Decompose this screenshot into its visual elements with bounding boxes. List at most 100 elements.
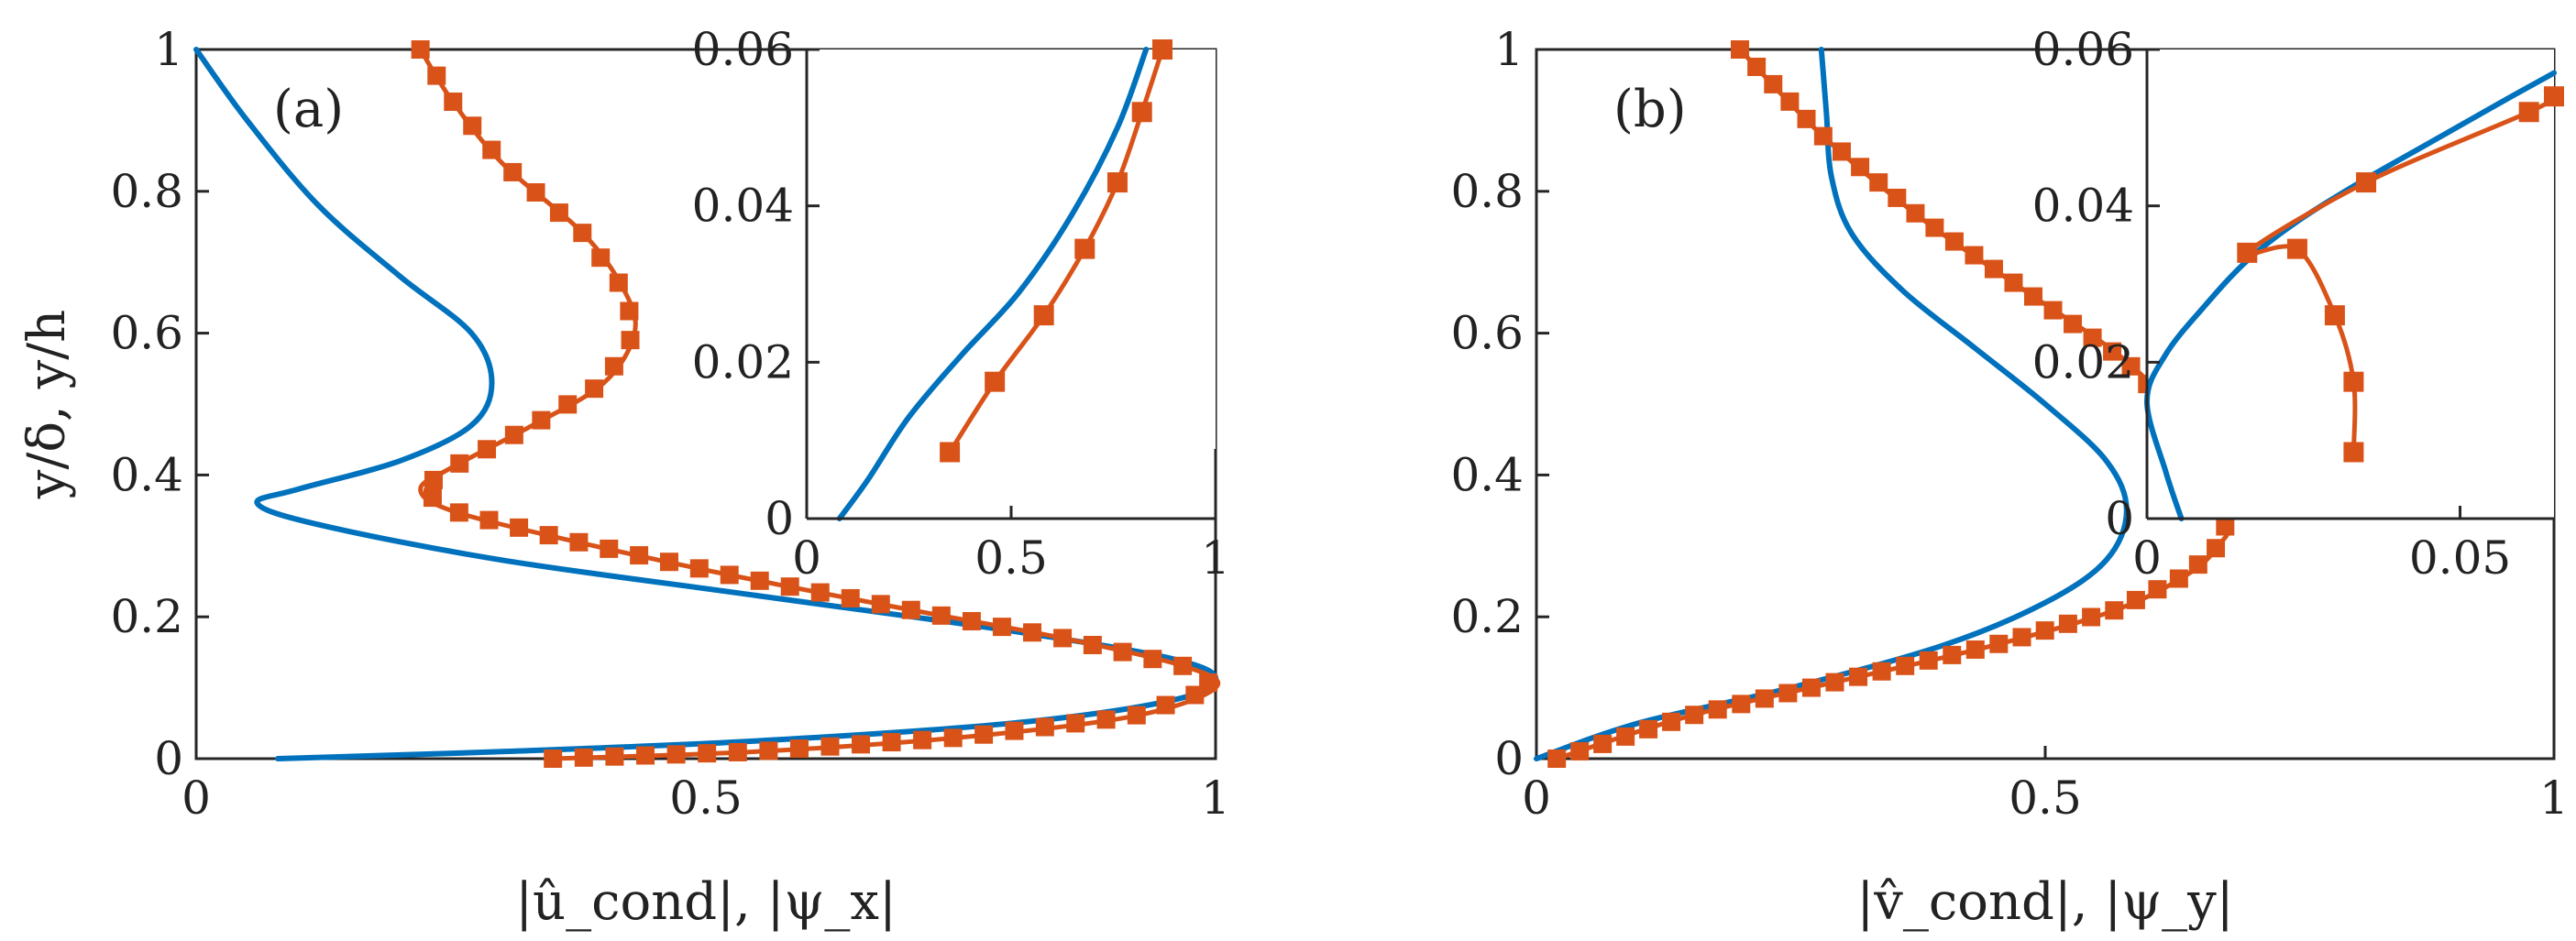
panel-a-data-marker bbox=[558, 395, 578, 414]
panel-a-inset-data-marker bbox=[1131, 102, 1152, 123]
panel-b-data-marker bbox=[1872, 662, 1891, 681]
panel-a-data-marker bbox=[931, 606, 951, 625]
panel-b-y-tick-label: 0.4 bbox=[1450, 448, 1524, 501]
panel-a-y-tick-label: 0.6 bbox=[110, 307, 183, 360]
panel-b-inset-data-marker bbox=[2544, 86, 2564, 107]
panel-a-data-marker bbox=[1023, 623, 1042, 642]
panel-b-series bbox=[1534, 40, 2235, 768]
panel-a-inset-series-blue-line bbox=[836, 47, 1150, 521]
panel-a-inset-data-marker bbox=[940, 442, 961, 463]
panel-b-data-marker bbox=[2012, 628, 2031, 647]
panel-b-data-marker bbox=[1778, 684, 1798, 703]
panel-a-data-marker bbox=[1143, 650, 1162, 669]
panel-b-data-marker bbox=[1616, 727, 1635, 746]
panel-a-x-ticks: 0 0.5 1 bbox=[182, 746, 1230, 825]
panel-a-data-marker bbox=[1053, 629, 1073, 648]
panel-b-y-tick-label: 0.6 bbox=[1450, 307, 1524, 360]
panel-a-data-marker bbox=[1005, 721, 1024, 740]
panel-b-data-marker bbox=[1851, 158, 1870, 177]
panel-b-y-ticks: 0 0.2 0.4 0.6 0.8 1 bbox=[1450, 23, 1549, 785]
panel-a-data-marker bbox=[780, 577, 799, 596]
panel-b-data-marker bbox=[1732, 695, 1751, 714]
panel-a-series bbox=[193, 40, 1221, 768]
panel-a-data-marker bbox=[1113, 642, 1132, 662]
panel-a-inset-x-tick-label: 0.5 bbox=[974, 531, 1048, 585]
panel-b-data-marker bbox=[2207, 539, 2226, 558]
panel-a-inset-data-marker bbox=[1152, 39, 1173, 60]
panel-a-data-marker bbox=[1156, 695, 1175, 715]
panel-a-inset-data-marker bbox=[985, 371, 1006, 392]
panel-a-y-label: y/δ, y/h bbox=[17, 310, 77, 499]
panel-a-data-marker bbox=[424, 470, 443, 489]
panel-a-data-marker bbox=[1173, 656, 1193, 675]
panel-a-inset-x-ticks: 0 0.5 1 bbox=[792, 506, 1230, 585]
panel-b-data-marker bbox=[1849, 667, 1868, 686]
panel-b-data-marker bbox=[1965, 246, 1984, 265]
panel-a-data-marker bbox=[600, 539, 619, 558]
panel-b-inset-x-tick-label: 0 bbox=[2132, 531, 2162, 585]
panel-b-inset-data-marker bbox=[2518, 102, 2539, 123]
panel-b-data-marker bbox=[1989, 634, 2009, 653]
panel-b-x-ticks: 0 0.5 1 bbox=[1522, 746, 2569, 825]
panel-a-y-ticks: 0 0.2 0.4 0.6 0.8 1 bbox=[110, 23, 209, 785]
panel-b-x-label: |v̂_cond|, |ψ_y| bbox=[1856, 872, 2233, 932]
panel-a-data-marker bbox=[620, 301, 639, 321]
panel-b-inset-y-tick-label: 0 bbox=[2105, 492, 2134, 545]
panel-a-inset-y-tick-label: 0.02 bbox=[692, 335, 794, 388]
panel-b-data-marker bbox=[1593, 734, 1613, 753]
panel-b-data-marker bbox=[2043, 301, 2063, 320]
panel-b-inset-bg bbox=[2147, 49, 2554, 519]
panel-b-tag: (b) bbox=[1613, 80, 1687, 139]
panel-b-inset-data-marker bbox=[2324, 305, 2345, 326]
panel-a-inset-y-tick-label: 0.06 bbox=[692, 23, 794, 76]
panel-b-inset-data-marker bbox=[2343, 442, 2364, 463]
panel-a-data-marker bbox=[820, 737, 840, 756]
panel-b-data-marker bbox=[1944, 232, 1964, 251]
panel-b-data-marker bbox=[1869, 173, 1888, 192]
panel-b-data-marker bbox=[2148, 580, 2167, 599]
panel-a-inset-y-tick-label: 0 bbox=[765, 492, 794, 545]
panel-b-data-marker bbox=[1570, 741, 1590, 760]
panel-b-x-tick-label: 0 bbox=[1522, 771, 1551, 825]
panel-b-series-blue-line bbox=[1534, 47, 2130, 761]
panel-a-data-marker bbox=[962, 611, 981, 630]
panel-a-data-marker bbox=[871, 595, 890, 614]
panel-a-data-marker bbox=[698, 744, 717, 763]
panel-b-data-marker bbox=[1813, 126, 1833, 146]
panel-a-y-tick-label: 0.2 bbox=[110, 590, 183, 643]
panel-a-data-marker bbox=[943, 728, 963, 748]
panel-b-data-marker bbox=[2105, 601, 2124, 620]
panel-a-data-marker bbox=[630, 546, 649, 565]
panel-a-data-marker bbox=[444, 93, 463, 112]
panel-b-data-marker bbox=[1919, 651, 1938, 670]
panel-a-data-marker bbox=[992, 618, 1011, 637]
panel-a-inset-data-marker bbox=[1106, 172, 1128, 193]
panel-a-data-marker bbox=[585, 379, 604, 399]
panel-b-data-marker bbox=[1708, 700, 1727, 719]
panel-a-inset-bg bbox=[807, 49, 1216, 449]
panel-b-data-marker bbox=[2023, 287, 2042, 306]
panel-a-inset-data-marker bbox=[1074, 238, 1095, 259]
panel-b-x-tick-label: 1 bbox=[2539, 771, 2569, 825]
panel-a-data-marker bbox=[503, 162, 523, 181]
panel-a-tag: (a) bbox=[273, 80, 344, 139]
panel-b-data-marker bbox=[2103, 342, 2122, 361]
panel-b-inset-data-marker bbox=[2286, 238, 2307, 259]
panel-a-data-marker bbox=[604, 356, 623, 376]
panel-b-data-marker bbox=[2083, 328, 2102, 347]
panel-b-data-marker bbox=[2082, 607, 2101, 627]
panel-a-data-marker bbox=[913, 730, 932, 750]
panel-a-data-marker bbox=[463, 116, 482, 136]
panel-b-data-marker bbox=[1943, 645, 1962, 664]
panel-a-data-marker bbox=[636, 746, 655, 765]
panel-b-data-marker bbox=[1896, 656, 1915, 675]
panel-b-data-marker bbox=[2188, 555, 2207, 574]
panel-a-inset-series bbox=[836, 39, 1173, 521]
panel-a-x-tick-label: 0 bbox=[182, 771, 211, 825]
panel-a-data-marker bbox=[544, 750, 563, 768]
panel-a-data-marker bbox=[882, 733, 901, 752]
panel-b-inset-x-tick-label: 0.05 bbox=[2409, 531, 2511, 585]
panel-a-x-tick-label: 0.5 bbox=[669, 771, 743, 825]
panel-b-data-marker bbox=[1832, 142, 1851, 161]
panel-a-inset: 00.020.040.06 0 0.5 1 bbox=[692, 23, 1230, 585]
